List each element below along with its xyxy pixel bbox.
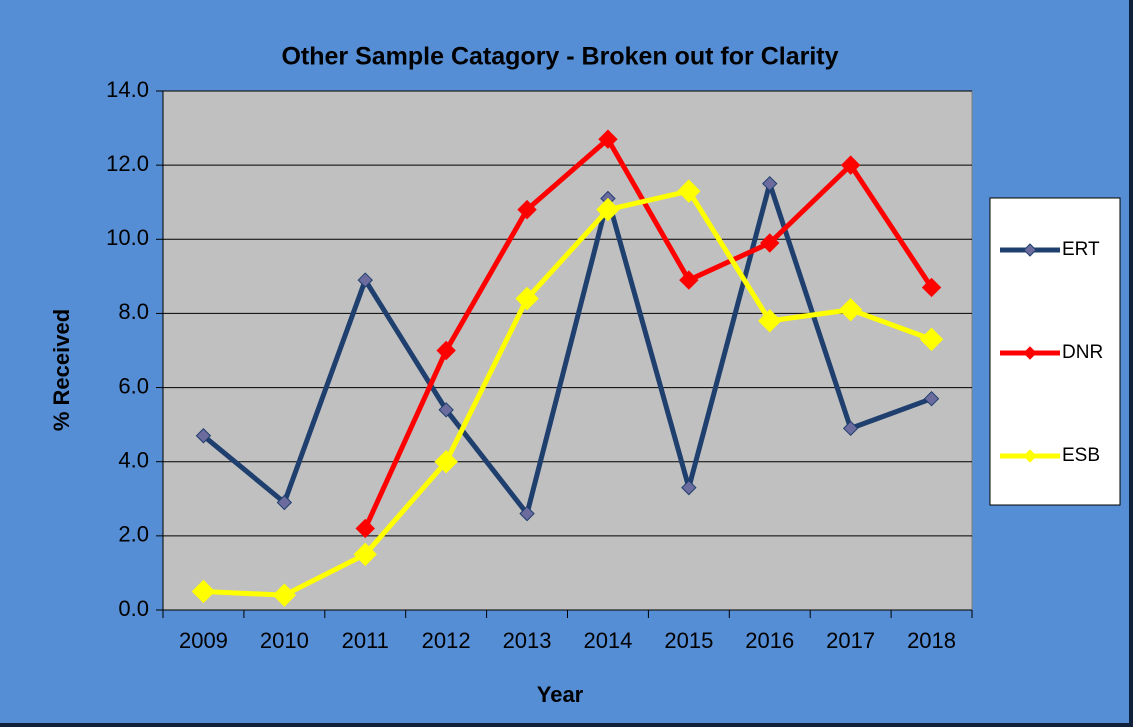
marker	[515, 286, 539, 311]
x-tick-label: 2013	[503, 628, 552, 653]
x-tick-label: 2017	[826, 628, 875, 653]
marker	[355, 518, 375, 539]
marker	[276, 494, 293, 511]
x-axis-label: Year	[537, 682, 584, 707]
marker	[596, 197, 620, 222]
y-tick-label: 8.0	[118, 299, 149, 324]
x-tick-label: 2018	[907, 628, 956, 653]
y-tick-label: 10.0	[106, 225, 149, 250]
chart-title: Other Sample Catagory - Broken out for C…	[281, 43, 838, 71]
marker	[681, 479, 697, 496]
marker	[436, 340, 456, 361]
marker	[434, 450, 458, 474]
marker	[840, 155, 861, 175]
y-tick-label: 4.0	[118, 448, 149, 473]
marker	[923, 390, 940, 407]
marker	[838, 298, 863, 322]
series-line	[201, 181, 933, 517]
x-tick-label: 2009	[179, 628, 228, 653]
marker	[598, 129, 618, 149]
x-tick-label: 2010	[260, 628, 309, 653]
legend-label: DNR	[1062, 342, 1103, 363]
marker	[357, 272, 373, 288]
marker	[762, 175, 778, 192]
x-tick-label: 2016	[745, 628, 794, 653]
y-axis-label: % Received	[49, 309, 74, 431]
marker	[758, 309, 782, 333]
marker	[760, 233, 780, 253]
legend-marker	[1023, 346, 1037, 360]
marker	[519, 505, 535, 522]
y-tick-label: 12.0	[106, 151, 149, 176]
series-line	[362, 136, 934, 530]
marker	[272, 583, 297, 607]
marker	[842, 420, 859, 437]
legend-marker	[1023, 449, 1037, 463]
legend-label: ERT	[1062, 239, 1100, 260]
marker	[353, 542, 377, 567]
marker	[679, 270, 699, 290]
y-tick-label: 2.0	[118, 522, 149, 547]
x-tick-label: 2015	[664, 628, 713, 653]
marker	[921, 277, 942, 298]
marker	[438, 402, 454, 418]
series-line	[203, 188, 933, 598]
y-tick-label: 6.0	[118, 373, 149, 398]
x-tick-label: 2014	[583, 628, 632, 653]
marker	[517, 199, 537, 220]
legend-marker	[1023, 243, 1037, 257]
legend-label: ESB	[1062, 445, 1100, 466]
y-tick-label: 14.0	[106, 77, 149, 102]
y-tick-label: 0.0	[118, 596, 149, 621]
marker	[191, 579, 216, 604]
x-tick-label: 2011	[342, 628, 389, 653]
marker	[677, 179, 701, 203]
marker	[195, 428, 212, 444]
marker	[919, 327, 944, 352]
x-tick-label: 2012	[422, 628, 471, 653]
